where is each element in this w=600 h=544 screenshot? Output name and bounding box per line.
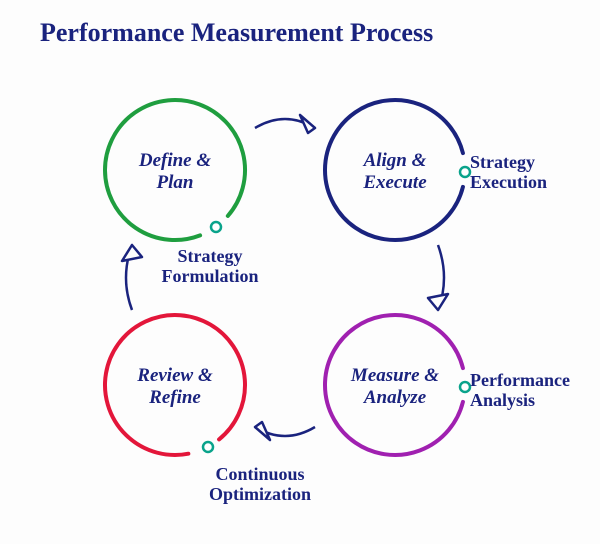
node-measure: Measure &Analyze [325,315,463,455]
connector-dot [203,442,213,452]
connector-dot [460,167,470,177]
svg-text:Define &Plan: Define &Plan [138,150,212,193]
label-analysis: PerformanceAnalysis [470,370,570,410]
svg-text:Align &Execute: Align &Execute [362,150,427,193]
label-optimization: ContinuousOptimization [209,464,311,504]
node-align: Align &Execute [325,100,463,240]
svg-text:Review &Refine: Review &Refine [136,365,213,408]
node-review: Review &Refine [105,315,245,455]
connector-dot [211,222,221,232]
process-diagram: Define &Plan Align &Execute Measure &Ana… [0,0,600,544]
svg-text:Measure &Analyze: Measure &Analyze [350,365,439,408]
label-formulation: StrategyFormulation [162,246,259,286]
connector-dot [460,382,470,392]
label-execution: StrategyExecution [470,152,547,192]
node-define: Define &Plan [105,100,245,240]
